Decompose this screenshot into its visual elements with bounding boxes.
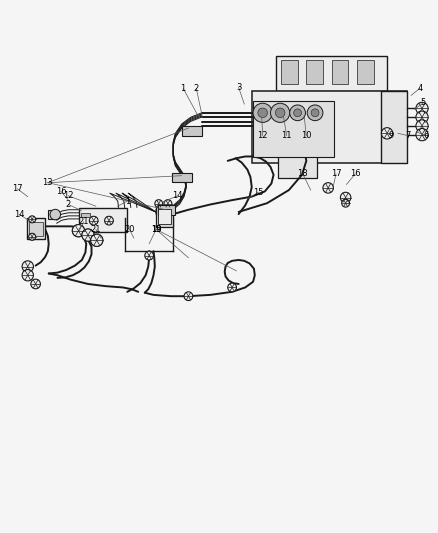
Circle shape — [416, 128, 428, 141]
Text: 14: 14 — [172, 191, 183, 200]
Circle shape — [50, 209, 60, 220]
Text: 14: 14 — [14, 209, 24, 219]
Circle shape — [258, 108, 268, 118]
Circle shape — [416, 120, 428, 132]
Circle shape — [89, 216, 98, 225]
Bar — [253, 101, 334, 157]
Bar — [278, 155, 317, 178]
Circle shape — [155, 200, 162, 207]
Text: 19: 19 — [151, 225, 161, 234]
Circle shape — [22, 261, 33, 272]
Bar — [172, 173, 192, 182]
Circle shape — [323, 183, 333, 193]
Text: 15: 15 — [253, 188, 264, 197]
Bar — [29, 222, 43, 236]
Text: 2: 2 — [66, 200, 71, 209]
Text: 9: 9 — [389, 131, 394, 140]
Text: 2: 2 — [194, 84, 199, 93]
Text: 16: 16 — [350, 169, 360, 179]
Bar — [155, 205, 173, 227]
Circle shape — [28, 216, 35, 223]
Text: 17: 17 — [12, 184, 23, 193]
Bar — [158, 209, 171, 224]
Circle shape — [82, 229, 94, 241]
Circle shape — [105, 216, 113, 225]
Circle shape — [271, 103, 290, 123]
Text: 21: 21 — [91, 225, 101, 234]
Bar — [332, 60, 348, 84]
Bar — [158, 205, 175, 215]
Circle shape — [342, 199, 350, 207]
Circle shape — [293, 109, 301, 117]
Circle shape — [228, 283, 237, 292]
Text: 11: 11 — [282, 131, 292, 140]
Text: 5: 5 — [421, 98, 426, 107]
Circle shape — [290, 105, 305, 120]
Bar — [281, 60, 297, 84]
Text: 17: 17 — [331, 169, 341, 179]
Circle shape — [91, 234, 103, 246]
Text: 3: 3 — [236, 83, 241, 92]
Circle shape — [416, 102, 428, 115]
Bar — [182, 126, 202, 135]
Text: 16: 16 — [56, 187, 66, 196]
Bar — [79, 207, 127, 231]
Bar — [27, 219, 45, 239]
Text: 19: 19 — [151, 225, 161, 234]
Text: 21: 21 — [78, 217, 89, 227]
Text: 18: 18 — [297, 169, 308, 179]
Circle shape — [28, 233, 35, 240]
Circle shape — [340, 192, 351, 203]
Circle shape — [72, 224, 85, 237]
Circle shape — [253, 103, 272, 123]
Circle shape — [416, 111, 428, 123]
Bar — [48, 210, 57, 220]
Circle shape — [311, 109, 319, 117]
Bar — [81, 213, 90, 217]
Circle shape — [276, 108, 285, 118]
Text: 1: 1 — [180, 84, 186, 93]
Text: 6: 6 — [424, 131, 429, 140]
Bar — [306, 60, 323, 84]
Text: 19: 19 — [151, 225, 161, 234]
Circle shape — [82, 229, 94, 241]
Text: 7: 7 — [405, 131, 410, 140]
Circle shape — [307, 105, 323, 120]
Bar — [381, 91, 407, 163]
Circle shape — [72, 224, 85, 237]
Bar — [276, 56, 387, 91]
Text: 10: 10 — [301, 131, 311, 140]
Circle shape — [164, 200, 172, 207]
Text: 4: 4 — [417, 84, 423, 93]
Text: 20: 20 — [124, 225, 135, 234]
Circle shape — [381, 128, 393, 139]
Bar — [252, 91, 407, 163]
Circle shape — [145, 251, 153, 260]
Circle shape — [184, 292, 193, 301]
Circle shape — [91, 234, 103, 246]
Circle shape — [22, 270, 33, 281]
Bar — [357, 60, 374, 84]
Text: 12: 12 — [63, 191, 74, 200]
Text: 1: 1 — [125, 197, 130, 206]
Circle shape — [31, 279, 40, 289]
Text: 13: 13 — [42, 178, 53, 187]
Text: 12: 12 — [258, 131, 268, 140]
